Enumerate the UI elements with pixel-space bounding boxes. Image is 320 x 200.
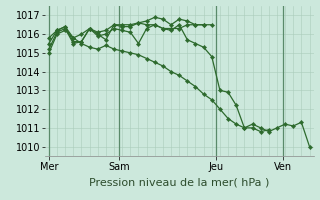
X-axis label: Pression niveau de la mer( hPa ): Pression niveau de la mer( hPa ) xyxy=(89,177,269,187)
